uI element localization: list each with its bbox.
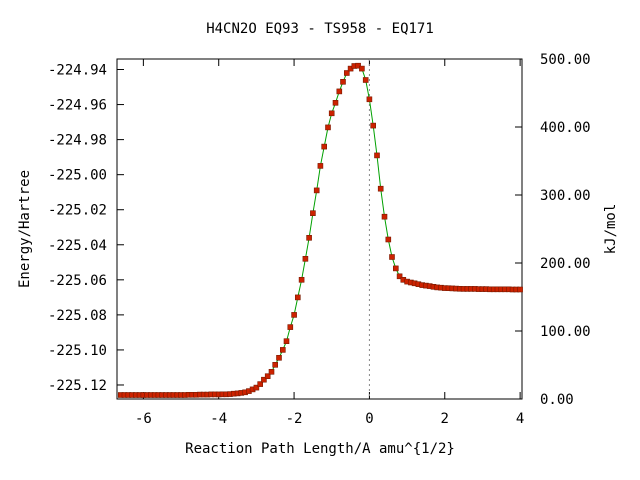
data-point xyxy=(276,354,282,361)
y-tick-label: -224.98 xyxy=(48,133,107,149)
data-point xyxy=(396,273,403,280)
plot-frame xyxy=(116,58,523,400)
data-point xyxy=(332,100,339,106)
data-point xyxy=(268,368,275,375)
data-point xyxy=(321,143,328,150)
data-point xyxy=(359,65,365,72)
data-points xyxy=(118,62,523,398)
data-point xyxy=(261,376,267,383)
x-tick-label: 0 xyxy=(365,411,373,427)
data-point xyxy=(310,210,316,216)
data-point xyxy=(374,152,380,159)
data-point xyxy=(253,384,260,391)
data-point xyxy=(287,324,294,330)
data-point xyxy=(257,381,264,387)
x-tick-label: 4 xyxy=(516,411,524,427)
y-tick-label: -225.10 xyxy=(48,343,107,359)
energy-curve xyxy=(120,65,521,396)
data-point xyxy=(302,255,309,262)
data-point xyxy=(294,294,301,301)
chart-title: H4CN2O EQ93 - TS958 - EQ171 xyxy=(206,21,434,37)
data-point xyxy=(317,163,324,169)
x-axis: -6 -4 -2 0 2 4 xyxy=(135,59,524,427)
data-point xyxy=(325,124,331,131)
y-tick-label: -225.04 xyxy=(48,238,107,254)
y2-tick-label: 100.00 xyxy=(540,324,591,340)
y2-tick-label: 200.00 xyxy=(540,256,591,272)
data-point xyxy=(517,286,523,293)
y-tick-label: -225.08 xyxy=(48,308,107,324)
y2-tick-label: 400.00 xyxy=(540,120,591,136)
x-tick-label: -4 xyxy=(210,411,227,427)
data-point xyxy=(389,254,395,260)
data-point xyxy=(340,79,346,85)
y-tick-label: -225.06 xyxy=(48,273,107,289)
y-tick-label: -225.12 xyxy=(48,378,107,394)
x-axis-label: Reaction Path Length/A amu^{1/2} xyxy=(185,441,455,457)
data-point xyxy=(366,96,373,103)
data-point xyxy=(298,276,305,283)
y-tick-label: -225.00 xyxy=(48,168,107,184)
y-tick-label: -224.94 xyxy=(48,63,107,79)
y2-tick-label: 500.00 xyxy=(540,52,591,68)
y-tick-label: -225.02 xyxy=(48,203,107,219)
y2-tick-label: 0.00 xyxy=(540,392,574,408)
data-point xyxy=(377,185,384,192)
y-axis-right: 500.00 400.00 300.00 200.00 100.00 0.00 xyxy=(515,52,591,408)
data-point xyxy=(370,122,377,129)
data-point xyxy=(306,235,312,241)
y-tick-label: -224.96 xyxy=(48,98,107,114)
data-point xyxy=(343,70,350,76)
data-point xyxy=(336,88,343,95)
data-point xyxy=(362,77,369,83)
data-point xyxy=(313,187,320,194)
data-point xyxy=(264,373,271,380)
y-axis-left: -224.94 -224.96 -224.98 -225.00 -225.02 -225.… xyxy=(48,63,124,394)
data-point xyxy=(291,312,297,318)
data-point xyxy=(279,347,286,353)
y2-tick-label: 300.00 xyxy=(540,188,591,204)
data-point xyxy=(283,338,290,345)
y2-axis-label: kJ/mol xyxy=(603,204,619,255)
x-tick-label: 2 xyxy=(441,411,449,427)
data-point xyxy=(355,62,361,69)
data-point xyxy=(392,265,399,272)
data-point xyxy=(328,110,335,117)
y-axis-label: Energy/Hartree xyxy=(17,170,33,288)
data-point xyxy=(272,361,279,368)
data-point xyxy=(385,236,392,243)
data-point xyxy=(381,213,388,220)
x-tick-label: -6 xyxy=(135,411,152,427)
x-tick-label: -2 xyxy=(286,411,303,427)
